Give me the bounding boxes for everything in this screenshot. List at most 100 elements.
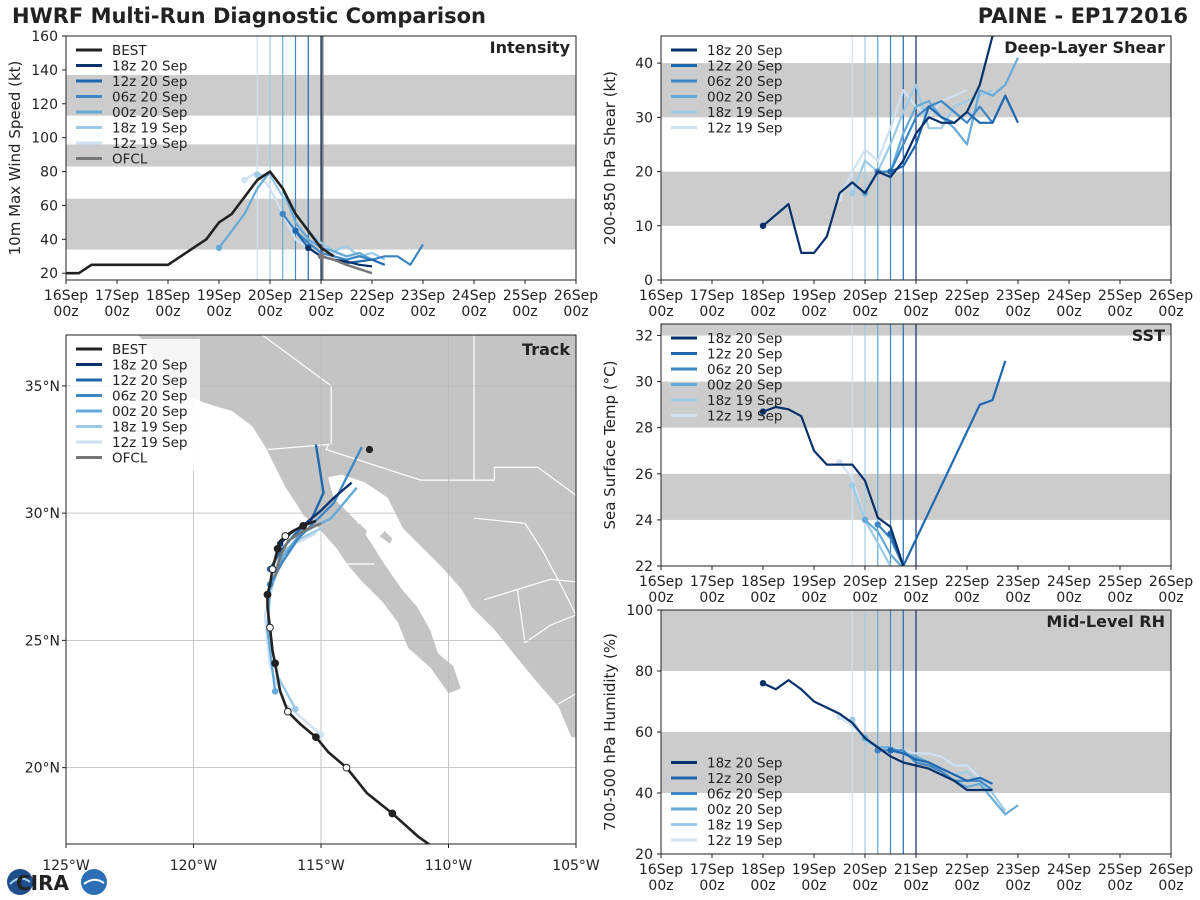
sst-xtick-label: 24Sep	[1047, 574, 1091, 590]
state-border-9	[516, 589, 526, 643]
shear-xtick-label-hour: 00z	[1005, 304, 1030, 320]
track-ytick-label: 20°N	[25, 761, 60, 777]
track-legend-label: 06z 20 Sep	[112, 389, 187, 405]
state-border-5	[473, 517, 576, 616]
rh-xtick-label: 16Sep	[639, 862, 683, 878]
rh-xtick-label-hour: 00z	[852, 878, 877, 894]
track-title: Track	[522, 340, 570, 359]
track-best-marker	[266, 623, 274, 632]
intensity-xtick-label-hour: 00z	[359, 304, 384, 320]
rh-title: Mid-Level RH	[1046, 612, 1165, 631]
state-border-1	[261, 335, 332, 445]
intensity-ylabel: 10m Max Wind Speed (kt)	[6, 61, 24, 256]
rh-xtick-label: 22Sep	[945, 862, 989, 878]
rh-legend-label: 00z 20 Sep	[707, 802, 782, 818]
intensity-legend-label: 12z 19 Sep	[112, 136, 187, 152]
track-best-marker	[271, 659, 280, 668]
track-map-layer	[66, 335, 576, 853]
shear-xtick-label-hour: 00z	[954, 304, 979, 320]
intensity-xtick-label: 17Sep	[95, 288, 139, 304]
intensity-legend-label: 00z 20 Sep	[112, 105, 187, 121]
intensity-xtick-label-hour: 00z	[206, 304, 231, 320]
state-border-0	[267, 443, 576, 496]
shear-legend-label: 18z 20 Sep	[707, 43, 782, 59]
globe-icon	[7, 869, 33, 895]
shear-xtick-label: 25Sep	[1098, 288, 1142, 304]
shear-xtick-label-hour: 00z	[750, 304, 775, 320]
intensity-xtick-label-hour: 00z	[53, 304, 78, 320]
intensity-ytick-label: 80	[40, 165, 58, 181]
sst-xtick-label: 25Sep	[1098, 574, 1142, 590]
rh-ytick-label: 60	[635, 725, 653, 741]
shear-xtick-label: 23Sep	[996, 288, 1040, 304]
sst-xtick-label-hour: 00z	[852, 590, 877, 606]
sst-xtick-label-hour: 00z	[699, 590, 724, 606]
intensity-panel: 2040608010012014016016Sep00z17Sep00z18Se…	[6, 29, 598, 320]
shear-xtick-label: 24Sep	[1047, 288, 1091, 304]
sst-xtick-label: 23Sep	[996, 574, 1040, 590]
track-best-marker-end	[365, 445, 374, 454]
intensity-ytick-label: 140	[31, 63, 58, 79]
track-best-marker	[432, 846, 439, 853]
intensity-legend-label: 12z 20 Sep	[112, 74, 187, 90]
sst-xtick-label-hour: 00z	[648, 590, 673, 606]
shear-ytick-label: 0	[644, 273, 653, 289]
sst-xtick-label: 17Sep	[690, 574, 734, 590]
rh-legend-label: 18z 19 Sep	[707, 818, 782, 834]
shear-series-2	[877, 95, 1007, 173]
intensity-ofcl-line	[320, 255, 373, 275]
sst-legend-label: 18z 19 Sep	[707, 393, 782, 409]
shear-series-start-4	[849, 190, 856, 197]
rh-legend-label: 12z 20 Sep	[707, 771, 782, 787]
track-legend-bg	[70, 339, 200, 471]
shear-xtick-label-hour: 00z	[699, 304, 724, 320]
track-ytick-label: 25°N	[25, 633, 60, 649]
sst-xtick-label-hour: 00z	[750, 590, 775, 606]
sst-xtick-label: 26Sep	[1149, 574, 1193, 590]
shear-ytick-label: 30	[635, 110, 653, 126]
rh-series-0	[762, 678, 993, 792]
intensity-xtick-label-hour: 00z	[308, 304, 333, 320]
intensity-xtick-label: 18Sep	[146, 288, 190, 304]
intensity-xtick-label-hour: 00z	[410, 304, 435, 320]
track-legend-label: 18z 19 Sep	[112, 420, 187, 436]
sst-xtick-label: 16Sep	[639, 574, 683, 590]
shear-xtick-label: 16Sep	[639, 288, 683, 304]
intensity-xtick-label-hour: 00z	[155, 304, 180, 320]
shear-legend-label: 12z 20 Sep	[707, 59, 782, 75]
intensity-xtick-label-hour: 00z	[104, 304, 129, 320]
sst-ytick-label: 30	[635, 375, 653, 391]
sst-ytick-label: 22	[635, 559, 653, 575]
intensity-ofcl-start	[317, 253, 325, 260]
track-panel: 125°W 120°W 115°W 110°W 105°W 20°N 25°N 30°N 35°…	[25, 334, 600, 874]
storm-title: PAINE - EP172016	[977, 4, 1188, 28]
sst-legend-label: 12z 19 Sep	[707, 409, 782, 425]
shear-xtick-label-hour: 00z	[1158, 304, 1183, 320]
sst-xtick-label-hour: 00z	[1056, 590, 1081, 606]
shear-xtick-label: 20Sep	[843, 288, 887, 304]
sst-xtick-label-hour: 00z	[1158, 590, 1183, 606]
intensity-series-3	[218, 170, 373, 261]
sst-series-start-2	[874, 521, 881, 528]
sst-series-3	[864, 519, 903, 566]
shear-panel: 01020304016Sep00z17Sep00z18Sep00z19Sep00…	[601, 35, 1193, 320]
rh-series-group	[759, 678, 1019, 816]
track-best-marker	[299, 521, 308, 530]
shear-ylabel: 200-850 hPa Shear (kt)	[601, 71, 619, 245]
shear-xtick-label: 22Sep	[945, 288, 989, 304]
tiburon-island	[379, 531, 393, 544]
sst-series-0	[762, 405, 905, 566]
sst-series-group	[759, 360, 1007, 566]
shear-xtick-label-hour: 00z	[648, 304, 673, 320]
sst-xtick-label-hour: 00z	[1005, 590, 1030, 606]
track-legend-label: OFCL	[112, 451, 148, 467]
shear-series-group	[759, 36, 1019, 254]
cira-logo-text: CIRA	[16, 871, 70, 895]
sst-series-start-4	[849, 482, 856, 489]
track-ofcl-line	[273, 522, 322, 578]
track-xtick-label: 105°W	[552, 858, 600, 874]
shear-xtick-label-hour: 00z	[852, 304, 877, 320]
intensity-legend-label: 18z 20 Sep	[112, 59, 187, 75]
sst-legend-label: 00z 20 Sep	[707, 378, 782, 394]
